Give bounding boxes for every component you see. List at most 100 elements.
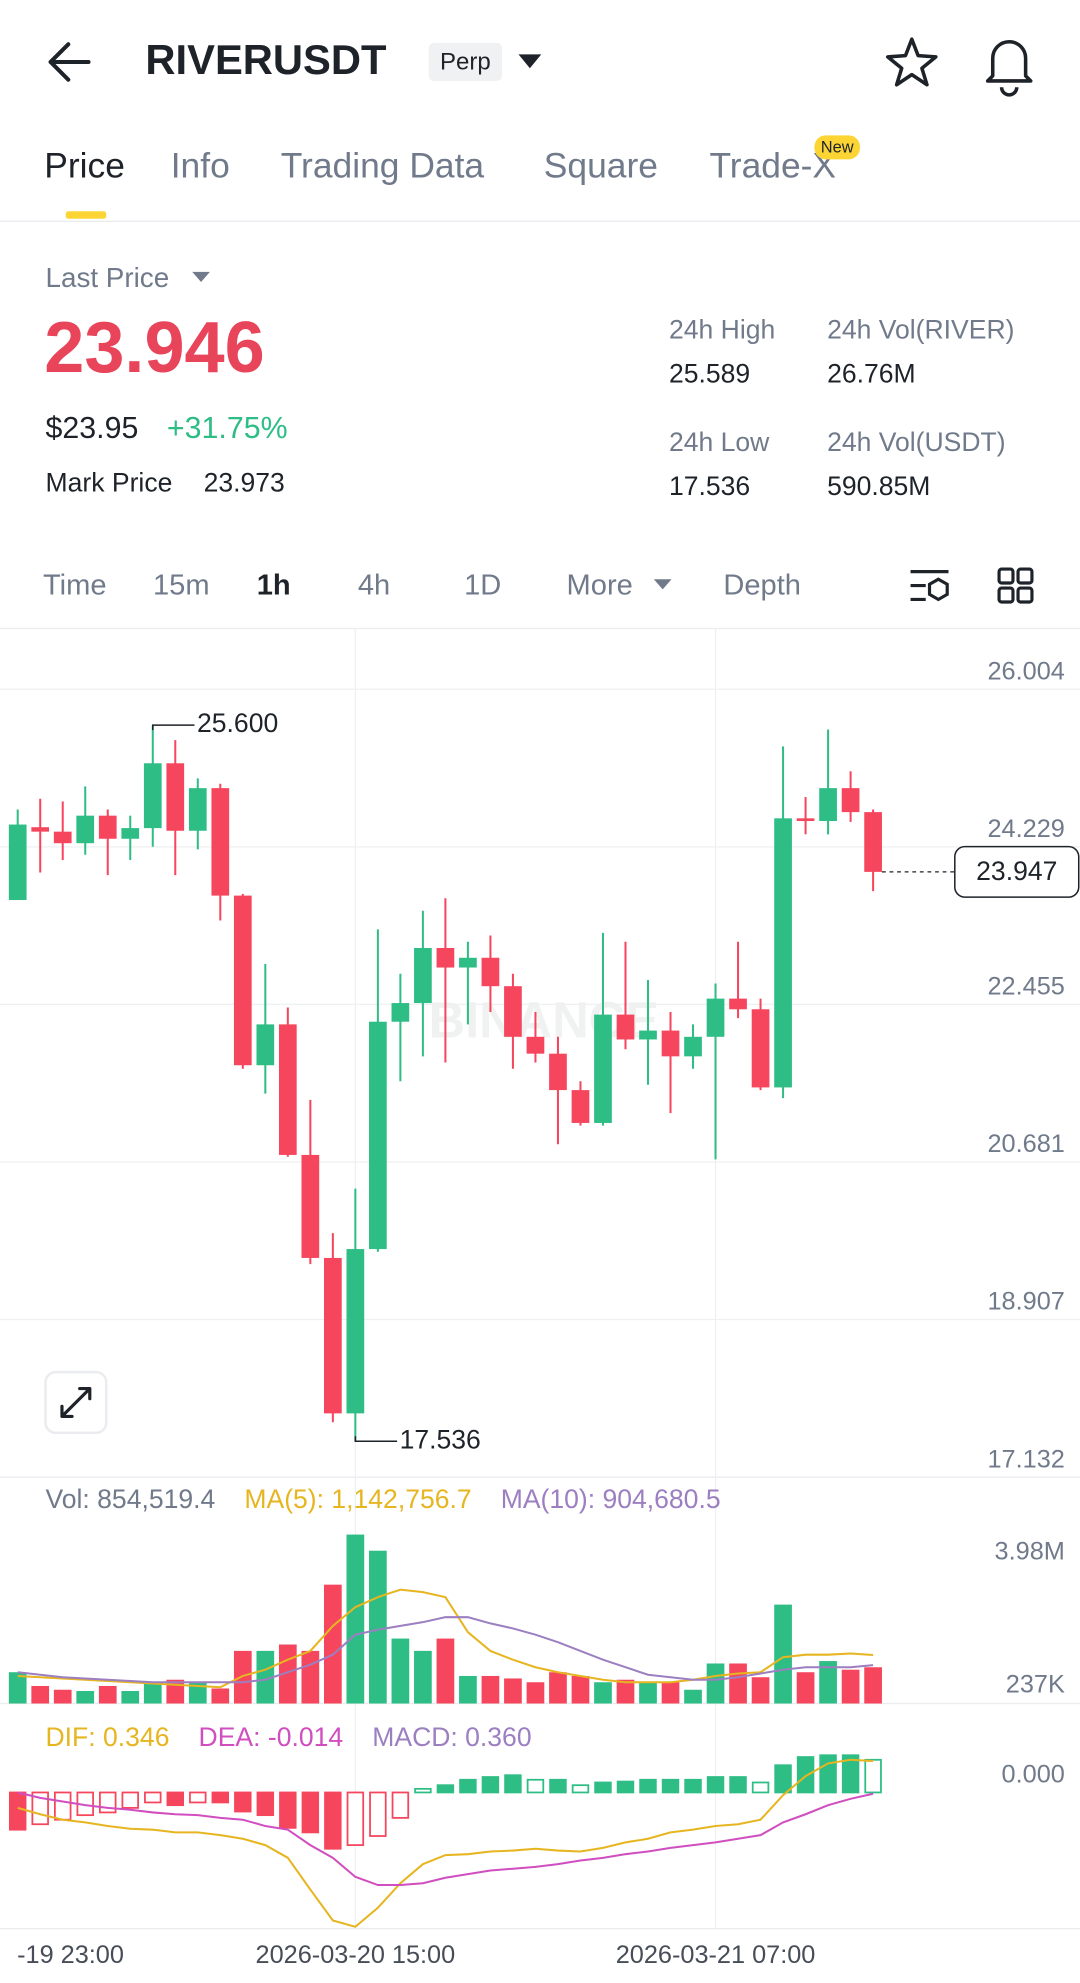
interval[interactable]: 1D [464,569,501,601]
volume-bar [459,1675,477,1704]
candle-body [211,788,230,896]
perp-badge: Perp [440,49,491,76]
interval[interactable]: 15m [153,569,210,601]
volume-bar [729,1663,747,1704]
candle-body [729,998,747,1010]
more-dropdown[interactable] [653,579,672,590]
stat-value: 26.76M [827,359,916,389]
macd-bar [346,1791,365,1846]
volume-bar [481,1675,500,1704]
candle-body [819,788,837,821]
legend-entry: MA(10): 904,680.5 [501,1484,721,1514]
candle-body [143,763,162,829]
macd-bar [166,1791,185,1807]
candle-body [98,815,117,839]
macd-bar [256,1791,275,1817]
macd-bar [391,1791,410,1819]
change: +31.75% [167,412,288,445]
macd-bar [504,1774,522,1794]
last-price-label: Last Price [46,262,170,293]
candle-body [346,1249,365,1414]
interval[interactable]: More [567,569,633,601]
macd-bar [459,1778,477,1794]
stat-value: 17.536 [669,471,750,501]
interval[interactable]: Depth [723,569,801,601]
tab[interactable]: Info [171,146,230,186]
candle-body [166,763,185,831]
ma-line [17,1616,874,1684]
y-tick-label: 20.681 [987,1130,1064,1158]
volume-bar [526,1682,545,1704]
last-price-dropdown[interactable] [192,271,210,283]
volume-bar [661,1682,680,1704]
candle-body [549,1053,567,1091]
tab[interactable]: Square [544,146,658,186]
max-label: 25.600 [197,708,278,738]
candle-body [53,831,72,844]
volume-bar [751,1677,770,1704]
macd-bar [31,1791,49,1826]
tab[interactable]: Trading Data [281,146,485,186]
candle-body [233,895,252,1066]
tab[interactable]: Price [44,146,125,186]
alert-icon[interactable] [985,39,1033,97]
candle-body [188,788,207,831]
macd-bar [144,1791,162,1804]
volume-bar [121,1690,140,1704]
volume-bar [594,1682,612,1704]
volume-bar [391,1638,410,1704]
legend-entry: DEA: -0.014 [199,1722,344,1752]
y-tick-label: 26.004 [987,657,1064,685]
candle-body [121,828,140,839]
volume-bar [53,1689,72,1704]
volume-bar [504,1678,522,1704]
volume-bar [346,1534,365,1704]
interval[interactable]: 1h [257,569,291,601]
volume-bar [76,1690,95,1704]
back-button[interactable] [48,42,91,82]
y-tick-label: 24.229 [987,815,1064,843]
max-marker [152,724,195,731]
favorite-icon[interactable] [886,37,938,87]
stat-label: 24h Low [669,427,770,457]
interval[interactable]: 4h [358,569,390,601]
candle-body [301,1154,320,1258]
macd-bar [729,1776,747,1794]
tab[interactable]: Trade-X [709,146,836,186]
volume-bar [98,1685,117,1704]
candle-body [31,827,50,832]
volume-bar [414,1650,432,1704]
min-label: 17.536 [400,1424,481,1454]
macd-bar [549,1778,567,1794]
badge-bg [428,42,503,81]
macd-bar [481,1776,500,1794]
volume-bar [819,1661,837,1704]
volume-bar [684,1689,702,1704]
macd-bar [324,1791,342,1850]
stat-label: 24h Vol(RIVER) [827,314,1014,344]
stat-label: 24h Vol(USDT) [827,427,1006,457]
y-tick-label: 22.455 [987,973,1064,1001]
macd-bar [301,1791,320,1834]
macd-bar [54,1791,72,1821]
indicator-icon[interactable] [910,570,949,602]
candle-body [661,1030,680,1057]
symbol: RIVERUSDT [145,36,387,83]
mark-price-label: Mark Price [46,467,173,497]
layout-icon[interactable] [997,567,1034,604]
macd-bar [526,1778,545,1794]
volume-bar [706,1663,725,1704]
macd-bar [436,1784,455,1794]
candle-body [526,1036,545,1054]
interval[interactable]: Time [43,569,107,601]
dea-line [17,1791,874,1887]
legend-entry: MACD: 0.360 [372,1722,531,1752]
y-tick-label: 3.98M [995,1538,1065,1566]
y-tick-label: 237K [1006,1670,1065,1698]
macd-bar [234,1791,252,1813]
candle-body [436,947,455,968]
candle-body [841,788,860,813]
last-price: 23.946 [44,308,264,388]
symbol-dropdown[interactable] [518,54,542,69]
